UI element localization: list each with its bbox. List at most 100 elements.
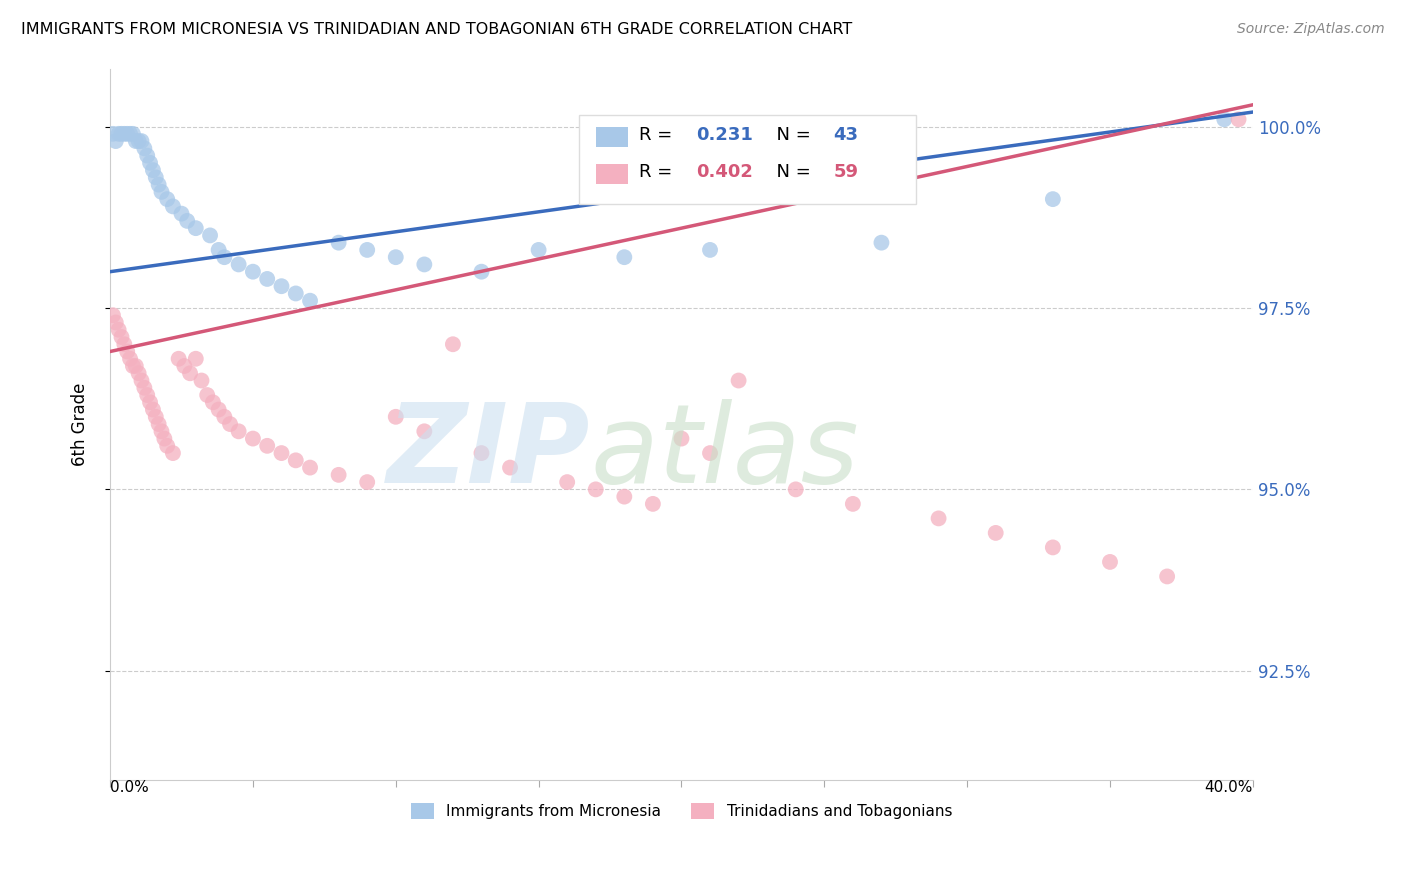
Point — [110, 127, 132, 141]
Point — [242, 265, 264, 279]
Point — [441, 337, 464, 351]
Point — [184, 351, 207, 366]
Point — [928, 511, 950, 525]
Legend: Immigrants from Micronesia, Trinidadians and Tobagonians: Immigrants from Micronesia, Trinidadians… — [405, 797, 959, 825]
Point — [162, 199, 184, 213]
Point — [1227, 112, 1250, 127]
Point — [242, 432, 264, 446]
Point — [150, 425, 173, 439]
Point — [145, 170, 167, 185]
Point — [173, 359, 195, 373]
Point — [413, 257, 436, 271]
Point — [134, 381, 156, 395]
Point — [110, 330, 132, 344]
Point — [299, 460, 322, 475]
Text: ZIP: ZIP — [387, 399, 591, 506]
Point — [128, 366, 150, 380]
Point — [785, 483, 807, 497]
Point — [284, 453, 307, 467]
Point — [134, 141, 156, 155]
Point — [167, 351, 190, 366]
Point — [107, 127, 129, 141]
Point — [1098, 555, 1121, 569]
Point — [136, 148, 159, 162]
Point — [256, 272, 278, 286]
Point — [356, 475, 378, 489]
Point — [128, 134, 150, 148]
Point — [256, 439, 278, 453]
Point — [139, 156, 162, 170]
Text: 59: 59 — [834, 163, 859, 181]
Point — [162, 446, 184, 460]
Point — [1042, 192, 1064, 206]
Point — [201, 395, 224, 409]
Point — [284, 286, 307, 301]
Point — [228, 425, 250, 439]
Point — [384, 250, 406, 264]
Point — [101, 127, 124, 141]
Point — [125, 134, 148, 148]
Point — [208, 402, 231, 417]
Text: Source: ZipAtlas.com: Source: ZipAtlas.com — [1237, 22, 1385, 37]
Y-axis label: 6th Grade: 6th Grade — [72, 383, 89, 466]
Point — [384, 409, 406, 424]
Point — [184, 221, 207, 235]
Point — [328, 235, 350, 250]
Point — [179, 366, 201, 380]
Point — [270, 446, 292, 460]
Point — [219, 417, 242, 431]
Point — [142, 402, 165, 417]
Point — [613, 490, 636, 504]
Point — [131, 374, 153, 388]
Point — [356, 243, 378, 257]
Point — [136, 388, 159, 402]
Point — [270, 279, 292, 293]
Text: 40.0%: 40.0% — [1205, 780, 1253, 795]
Point — [195, 388, 218, 402]
Point — [555, 475, 578, 489]
Point — [198, 228, 221, 243]
Point — [214, 250, 236, 264]
Point — [727, 374, 749, 388]
Point — [585, 483, 607, 497]
Text: atlas: atlas — [591, 399, 859, 506]
Point — [107, 323, 129, 337]
Text: 0.231: 0.231 — [696, 127, 754, 145]
Point — [112, 127, 135, 141]
Point — [527, 243, 550, 257]
Point — [115, 344, 138, 359]
FancyBboxPatch shape — [596, 127, 627, 147]
Point — [131, 134, 153, 148]
Text: R =: R = — [640, 163, 678, 181]
Text: 0.0%: 0.0% — [110, 780, 149, 795]
Point — [470, 446, 492, 460]
Text: N =: N = — [765, 163, 817, 181]
Point — [190, 374, 212, 388]
Text: IMMIGRANTS FROM MICRONESIA VS TRINIDADIAN AND TOBAGONIAN 6TH GRADE CORRELATION C: IMMIGRANTS FROM MICRONESIA VS TRINIDADIA… — [21, 22, 852, 37]
Point — [641, 497, 664, 511]
Point — [150, 185, 173, 199]
Point — [115, 127, 138, 141]
Point — [104, 316, 127, 330]
Point — [1042, 541, 1064, 555]
Point — [176, 214, 198, 228]
Point — [870, 235, 893, 250]
Point — [214, 409, 236, 424]
Point — [842, 497, 865, 511]
Point — [328, 467, 350, 482]
Point — [139, 395, 162, 409]
Point — [1213, 112, 1236, 127]
Point — [499, 460, 522, 475]
Text: 43: 43 — [834, 127, 859, 145]
Point — [156, 192, 179, 206]
Point — [122, 127, 145, 141]
Point — [142, 163, 165, 178]
Point — [1156, 569, 1178, 583]
Point — [104, 134, 127, 148]
Point — [148, 178, 170, 192]
Point — [153, 432, 176, 446]
Point — [613, 250, 636, 264]
FancyBboxPatch shape — [579, 115, 915, 203]
Text: 0.402: 0.402 — [696, 163, 754, 181]
Point — [699, 446, 721, 460]
